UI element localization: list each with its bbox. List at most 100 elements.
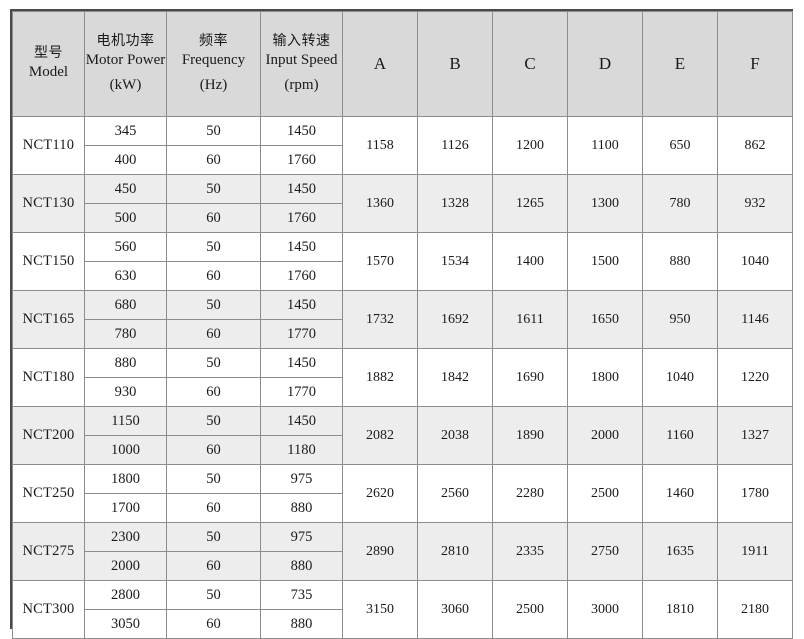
speed-cell: 1450	[260, 348, 343, 378]
dimension-cell-e: 1040	[642, 348, 718, 407]
spec-table-container: 型号 Model 电机功率 Motor Power (kW) 频率 Frequency (Hz…	[10, 9, 793, 639]
dimension-cell-a: 2890	[342, 522, 418, 581]
dimension-cell-b: 2810	[417, 522, 493, 581]
dimension-cell-b: 1842	[417, 348, 493, 407]
column-header-en: Frequency	[181, 51, 246, 68]
speed-cell: 880	[260, 493, 343, 523]
column-header-en: F	[750, 54, 760, 74]
column-header-cjk: 频率	[199, 32, 228, 49]
table-row: NCT165 680 50 1450 1732 1692 1611 1650 950 1146	[12, 290, 793, 349]
freq-cell: 60	[166, 319, 261, 349]
power-cell: 3050	[84, 609, 167, 639]
power-cell: 560	[84, 232, 167, 262]
dimension-cell-f: 1327	[717, 406, 793, 465]
dimension-cell-d: 3000	[567, 580, 643, 639]
freq-cell: 50	[166, 116, 261, 146]
dimension-cell-f: 1220	[717, 348, 793, 407]
column-header-cjk: 输入转速	[272, 32, 331, 49]
table-row: 630 60 1760	[13, 261, 793, 291]
column-header-en: Motor Power	[85, 51, 166, 68]
speed-cell: 735	[260, 580, 343, 610]
model-cell: NCT165	[12, 290, 85, 349]
table-body: NCT110 345 50 1450 1158 1126 1200 1100 650 862 400…	[12, 116, 793, 639]
dimension-cell-d: 2500	[567, 464, 643, 523]
table-header: 型号 Model 电机功率 Motor Power (kW) 频率 Frequency (Hz…	[12, 11, 793, 117]
dimension-cell-d: 2000	[567, 406, 643, 465]
model-cell: NCT275	[12, 522, 85, 581]
dimension-cell-d: 1650	[567, 290, 643, 349]
dimension-cell-a: 2620	[342, 464, 418, 523]
table-row: NCT130 450 50 1450 1360 1328 1265 1300 780 932	[12, 174, 793, 233]
power-cell: 880	[84, 348, 167, 378]
speed-cell: 1450	[260, 174, 343, 204]
speed-cell: 1760	[260, 203, 343, 233]
model-cell: NCT110	[12, 116, 85, 175]
column-header-e: E	[642, 11, 718, 117]
column-header-speed: 输入转速 Input Speed (rpm)	[260, 11, 343, 117]
power-cell: 2800	[84, 580, 167, 610]
freq-cell: 50	[166, 406, 261, 436]
table-row: 780 60 1770	[13, 319, 793, 349]
table-row: 1700 60 880	[13, 493, 793, 523]
speed-cell: 880	[260, 551, 343, 581]
speed-cell: 1770	[260, 377, 343, 407]
column-header-b: B	[417, 11, 493, 117]
speed-cell: 1770	[260, 319, 343, 349]
power-cell: 345	[84, 116, 167, 146]
dimension-cell-a: 1882	[342, 348, 418, 407]
table-row: NCT200 1150 50 1450 2082 2038 1890 2000 1160 1327	[12, 406, 793, 465]
column-header-d: D	[567, 11, 643, 117]
dimension-cell-f: 1780	[717, 464, 793, 523]
gearbox-specification-table: 型号 Model 电机功率 Motor Power (kW) 频率 Frequency (Hz…	[12, 11, 793, 639]
dimension-cell-f: 932	[717, 174, 793, 233]
power-cell: 1150	[84, 406, 167, 436]
speed-cell: 1450	[260, 290, 343, 320]
power-cell: 500	[84, 203, 167, 233]
table-row: NCT250 1800 50 975 2620 2560 2280 2500 1460 1780	[12, 464, 793, 523]
dimension-cell-e: 880	[642, 232, 718, 291]
dimension-cell-a: 2082	[342, 406, 418, 465]
freq-cell: 60	[166, 261, 261, 291]
dimension-cell-e: 780	[642, 174, 718, 233]
freq-cell: 60	[166, 145, 261, 175]
dimension-cell-e: 1635	[642, 522, 718, 581]
dimension-cell-f: 1040	[717, 232, 793, 291]
column-header-unit: (rpm)	[284, 76, 319, 93]
speed-cell: 880	[260, 609, 343, 639]
speed-cell: 1180	[260, 435, 343, 465]
table-row: 3050 60 880	[13, 609, 793, 639]
speed-cell: 1450	[260, 232, 343, 262]
column-header-power: 电机功率 Motor Power (kW)	[84, 11, 167, 117]
power-cell: 2000	[84, 551, 167, 581]
power-cell: 400	[84, 145, 167, 175]
table-row: 500 60 1760	[13, 203, 793, 233]
dimension-cell-f: 862	[717, 116, 793, 175]
speed-cell: 1450	[260, 406, 343, 436]
dimension-cell-b: 1692	[417, 290, 493, 349]
model-cell: NCT180	[12, 348, 85, 407]
column-header-en: D	[598, 54, 612, 74]
column-header-model: 型号 Model	[12, 11, 85, 117]
column-header-en: C	[524, 54, 536, 74]
speed-cell: 975	[260, 464, 343, 494]
dimension-cell-c: 2500	[492, 580, 568, 639]
column-header-cjk: 电机功率	[96, 32, 155, 49]
dimension-cell-a: 1360	[342, 174, 418, 233]
dimension-cell-b: 3060	[417, 580, 493, 639]
dimension-cell-d: 1100	[567, 116, 643, 175]
column-header-freq: 频率 Frequency (Hz)	[166, 11, 261, 117]
freq-cell: 50	[166, 348, 261, 378]
power-cell: 1000	[84, 435, 167, 465]
dimension-cell-c: 1400	[492, 232, 568, 291]
table-row: NCT300 2800 50 735 3150 3060 2500 3000 1810 2180	[12, 580, 793, 639]
table-row: NCT180 880 50 1450 1882 1842 1690 1800 1040 1220	[12, 348, 793, 407]
dimension-cell-b: 1328	[417, 174, 493, 233]
column-header-f: F	[717, 11, 793, 117]
column-header-en: Input Speed	[265, 51, 338, 68]
freq-cell: 60	[166, 435, 261, 465]
dimension-cell-d: 1300	[567, 174, 643, 233]
power-cell: 2300	[84, 522, 167, 552]
dimension-cell-c: 1265	[492, 174, 568, 233]
freq-cell: 50	[166, 580, 261, 610]
power-cell: 450	[84, 174, 167, 204]
